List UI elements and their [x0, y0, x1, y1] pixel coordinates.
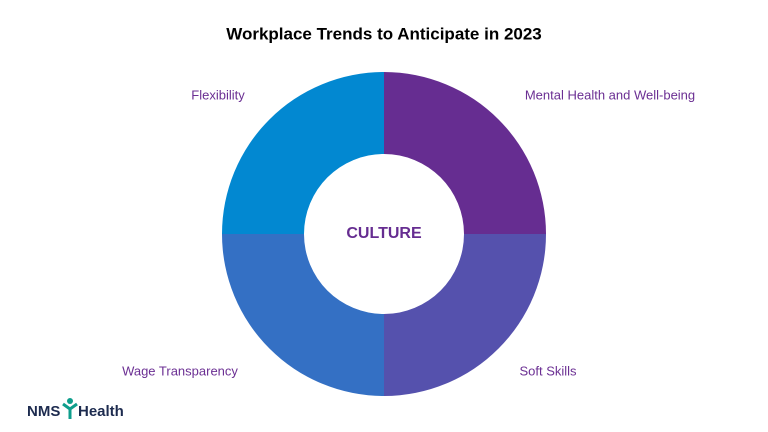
segment-label: Soft Skills [519, 363, 577, 378]
segment-label: Flexibility [191, 87, 245, 102]
logo-right: Health [78, 403, 124, 420]
logo: NMS Health [27, 398, 124, 420]
segment-label: Wage Transparency [122, 363, 238, 378]
logo-icon-body [62, 402, 78, 419]
donut-segment [222, 234, 384, 396]
logo-icon-head [67, 398, 73, 404]
segment-label: Mental Health and Well-being [525, 87, 695, 102]
donut-segment [384, 234, 546, 396]
donut-segment [384, 72, 546, 234]
logo-left: NMS [27, 403, 60, 420]
chart-title: Workplace Trends to Anticipate in 2023 [226, 24, 542, 43]
donut-segment [222, 72, 384, 234]
center-label: CULTURE [346, 225, 422, 242]
